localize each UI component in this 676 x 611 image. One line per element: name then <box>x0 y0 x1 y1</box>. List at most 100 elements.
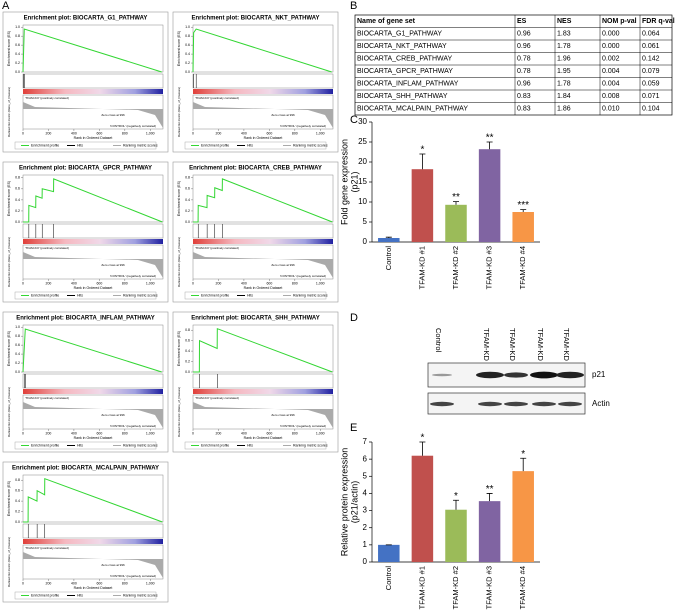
y-tick-label: 0.0 <box>185 70 190 74</box>
metric-shape <box>193 252 333 278</box>
y-tick-label: 0.6 <box>15 187 20 191</box>
table-cell: 1.83 <box>557 31 571 38</box>
neg-label: 'CONTROL' (negatively correlated) <box>280 424 326 428</box>
metric-shape <box>193 102 333 128</box>
zero-cross: Zero cross at 996 <box>101 113 125 117</box>
legend <box>14 591 157 600</box>
enrichment-line <box>193 178 333 223</box>
table-cell: 0.002 <box>602 56 620 63</box>
y-axis-label: Enrichment score (ES) <box>177 31 181 66</box>
neg-label: 'CONTROL' (negatively correlated) <box>110 124 156 128</box>
legend-label: Enrichment profile <box>31 444 59 448</box>
y-tick-label: 0.2 <box>15 209 20 213</box>
x-tick-label: 600 <box>96 281 102 285</box>
pos-label: 'TFAM-KO' (positively correlated) <box>195 396 239 400</box>
table-cell: 0.000 <box>602 43 620 50</box>
x-tick-label: 1,000 <box>316 281 325 285</box>
y-tick-label: 0.0 <box>15 520 20 524</box>
x-tick-label: 800 <box>122 431 128 435</box>
x-tick-label: 1,000 <box>146 281 155 285</box>
y-tick-label: 5 <box>363 217 368 226</box>
x-tick-label: 400 <box>71 581 77 585</box>
x-axis-label: Rank in Ordered Dataset <box>74 436 113 440</box>
x-tick-label: 600 <box>266 131 272 135</box>
significance: * <box>454 491 458 502</box>
bar <box>445 204 467 242</box>
y-tick-label: 1.0 <box>15 25 20 29</box>
metric-area <box>192 94 334 130</box>
x-tick-label: 0 <box>192 281 194 285</box>
enrichment-line <box>193 327 333 373</box>
legend <box>14 291 157 300</box>
table-header: NOM p-val <box>602 18 637 25</box>
color-bar <box>23 539 163 544</box>
legend-label: Ranking metric scores <box>123 144 158 148</box>
plot-title: Enrichment plot: BIOCARTA_GPCR_PATHWAY <box>19 166 152 172</box>
zero-cross: Zero cross at 996 <box>101 563 125 567</box>
error-bar <box>419 153 426 170</box>
x-axis-label: Rank in Ordered Dataset <box>244 436 283 440</box>
legend-label: Ranking metric scores <box>293 144 328 148</box>
p21-band <box>530 371 558 379</box>
table-cell: 1.84 <box>557 93 571 100</box>
panel-label: D <box>350 312 358 324</box>
x-tick-label: TFAM-KD #1 <box>417 246 426 289</box>
legend <box>184 141 327 150</box>
lane-label: TFAM-KD #1 <box>482 328 491 371</box>
metric-label: Ranked list metric (Ratio_of_Classes) <box>7 87 11 137</box>
table-cell: 0.104 <box>642 106 660 113</box>
y-tick-label: 10 <box>358 197 367 206</box>
x-tick-label: 400 <box>241 131 247 135</box>
y-tick-label: 0.2 <box>185 61 190 65</box>
metric-area <box>22 94 164 130</box>
significance: * <box>521 449 525 460</box>
panel-label: B <box>350 0 357 12</box>
y-tick-label: 0.4 <box>185 52 190 56</box>
legend <box>184 291 327 300</box>
color-bar <box>23 389 163 394</box>
table-cell: 0.96 <box>517 43 531 50</box>
pos-label: 'TFAM-KO' (positively correlated) <box>195 96 239 100</box>
x-tick-label: TFAM-KD #3 <box>485 566 494 609</box>
metric-label: Ranked list metric (Ratio_of_Classes) <box>177 87 181 137</box>
neg-label: 'CONTROL' (negatively correlated) <box>110 274 156 278</box>
x-tick-label: 400 <box>71 281 77 285</box>
legend-label: Enrichment profile <box>31 144 59 148</box>
table-cell: 1.96 <box>557 56 571 63</box>
enrichment-line <box>192 28 332 73</box>
lane-label: TFAM-KD #4 <box>562 328 571 371</box>
y-tick-label: 0.8 <box>15 34 20 38</box>
pos-label: 'TFAM-KO' (positively correlated) <box>25 246 69 250</box>
x-axis-label: Rank in Ordered Dataset <box>74 136 113 140</box>
bar <box>478 149 501 242</box>
legend-label: Enrichment profile <box>201 294 229 298</box>
y-tick-label: 0.0 <box>185 220 190 224</box>
table-cell: 0.064 <box>642 31 660 38</box>
legend-label: Enrichment profile <box>201 444 229 448</box>
panel-label: C <box>350 114 358 126</box>
table-header: ES <box>517 18 527 25</box>
x-tick-label: TFAM-KD #2 <box>451 246 460 289</box>
x-tick-label: 800 <box>122 131 128 135</box>
x-axis-label: Rank in Ordered Dataset <box>244 136 283 140</box>
table-cell: 1.95 <box>557 68 571 75</box>
error-bar <box>453 201 459 205</box>
x-tick-label: Control <box>384 566 393 591</box>
legend-label: Ranking metric scores <box>123 594 158 598</box>
enrichment-line <box>22 328 162 373</box>
y-tick-label: 0.2 <box>15 509 20 513</box>
legend <box>14 141 157 150</box>
bar <box>512 471 534 562</box>
y-tick-label: 0.2 <box>185 359 190 363</box>
metric-shape <box>193 402 333 428</box>
table-cell: 0.061 <box>642 43 660 50</box>
y-tick-label: 0.8 <box>185 328 190 332</box>
y-tick-label: 0.0 <box>15 220 20 224</box>
metric-area <box>192 244 334 280</box>
y-axis-label: Enrichment score (ES) <box>7 331 11 366</box>
y-tick-label: 0.4 <box>15 52 20 56</box>
y-axis-label: Enrichment score (ES) <box>7 181 11 216</box>
table-cell: 0.010 <box>602 106 620 113</box>
actin-band <box>532 401 556 407</box>
y-axis-label: Enrichment score (ES) <box>7 481 11 516</box>
